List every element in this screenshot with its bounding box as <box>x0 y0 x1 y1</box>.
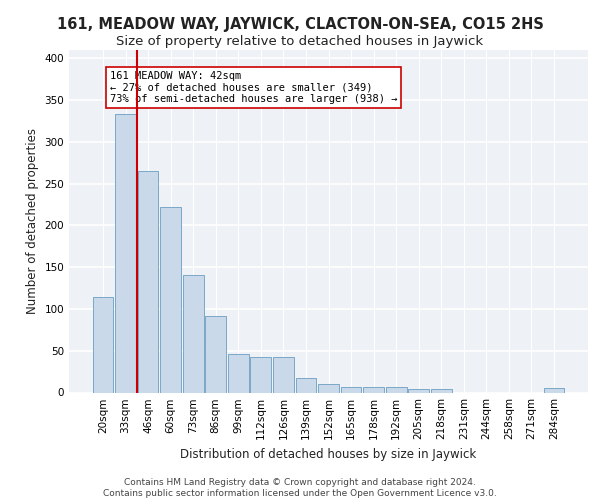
Bar <box>183 274 203 392</box>
Text: 161 MEADOW WAY: 42sqm
← 27% of detached houses are smaller (349)
73% of semi-det: 161 MEADOW WAY: 42sqm ← 27% of detached … <box>110 71 397 104</box>
Bar <box>409 389 429 392</box>
Bar <box>250 356 271 392</box>
Text: Size of property relative to detached houses in Jaywick: Size of property relative to detached ho… <box>116 35 484 48</box>
Y-axis label: Number of detached properties: Number of detached properties <box>26 128 39 314</box>
Bar <box>544 388 565 392</box>
X-axis label: Distribution of detached houses by size in Jaywick: Distribution of detached houses by size … <box>181 448 476 461</box>
Bar <box>386 386 407 392</box>
Bar <box>92 298 113 392</box>
Bar <box>137 171 158 392</box>
Bar <box>228 354 248 393</box>
Bar <box>341 386 361 392</box>
Bar <box>205 316 226 392</box>
Bar <box>318 384 339 392</box>
Bar <box>363 388 384 392</box>
Bar <box>115 114 136 392</box>
Bar <box>296 378 316 392</box>
Text: 161, MEADOW WAY, JAYWICK, CLACTON-ON-SEA, CO15 2HS: 161, MEADOW WAY, JAYWICK, CLACTON-ON-SEA… <box>56 18 544 32</box>
Bar <box>273 356 294 392</box>
Bar <box>431 389 452 392</box>
Text: Contains HM Land Registry data © Crown copyright and database right 2024.
Contai: Contains HM Land Registry data © Crown c… <box>103 478 497 498</box>
Bar <box>160 207 181 392</box>
